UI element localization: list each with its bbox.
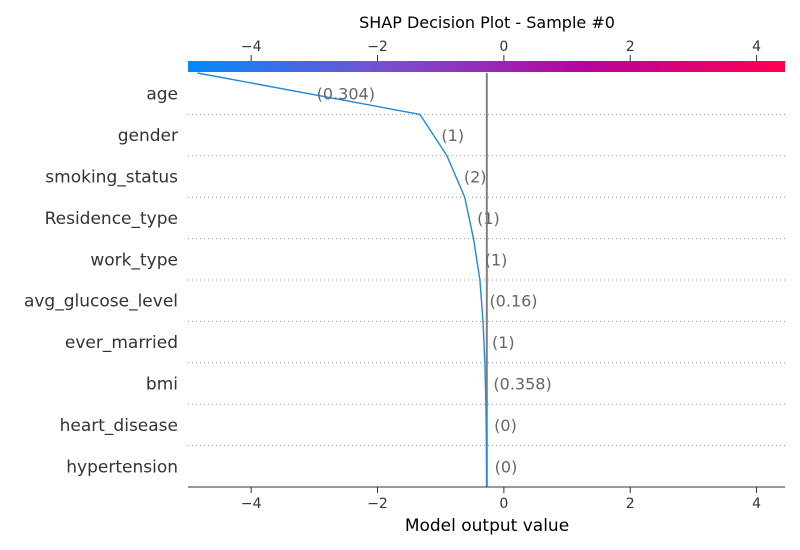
feature-value-label: (1) (441, 126, 464, 145)
bottom-tick-label: −4 (241, 496, 262, 512)
chart-title: SHAP Decision Plot - Sample #0 (359, 13, 615, 32)
x-axis-label: Model output value (405, 516, 569, 536)
feature-value-label: (0.304) (317, 85, 375, 104)
feature-label: gender (118, 126, 178, 146)
feature-labels: age gender smoking_status Residence_typewor… (24, 85, 178, 478)
feature-value-label: (1) (492, 333, 515, 352)
bottom-tick-label: 2 (626, 496, 635, 512)
feature-label: avg_glucose_level (24, 292, 178, 312)
feature-label: bmi (146, 375, 178, 395)
feature-value-label: (0) (495, 457, 518, 476)
feature-label: hypertension (66, 457, 178, 477)
top-tick-label: 0 (499, 39, 508, 55)
feature-label: age (146, 85, 178, 105)
feature-label: work_type (90, 250, 178, 270)
feature-value-labels: (0.304) (1) (2) (1) (1) (0.16) (1) (0.358) (0) (0… (317, 85, 552, 477)
feature-label: ever_married (65, 333, 178, 353)
feature-value-label: (0.358) (493, 375, 551, 394)
decision-path-line (197, 72, 488, 488)
bottom-axis: −4 −2 0 2 4 (241, 487, 761, 512)
feature-label: smoking_status (45, 168, 178, 188)
feature-label: Residence_type (45, 209, 178, 229)
feature-value-label: (1) (485, 250, 508, 269)
feature-value-label: (0) (494, 416, 517, 435)
bottom-tick-label: 0 (499, 496, 508, 512)
top-axis: −4 −2 0 2 4 (241, 39, 761, 61)
bottom-tick-label: 4 (752, 496, 761, 512)
top-tick-label: 4 (752, 39, 761, 55)
top-tick-label: 2 (626, 39, 635, 55)
colorbar (188, 61, 785, 72)
top-tick-label: −2 (367, 39, 388, 55)
feature-label: heart_disease (60, 416, 178, 436)
bottom-tick-label: −2 (367, 496, 388, 512)
feature-value-label: (1) (477, 209, 500, 228)
feature-value-label: (0.16) (489, 292, 537, 311)
feature-value-label: (2) (464, 168, 487, 187)
top-tick-label: −4 (241, 39, 262, 55)
